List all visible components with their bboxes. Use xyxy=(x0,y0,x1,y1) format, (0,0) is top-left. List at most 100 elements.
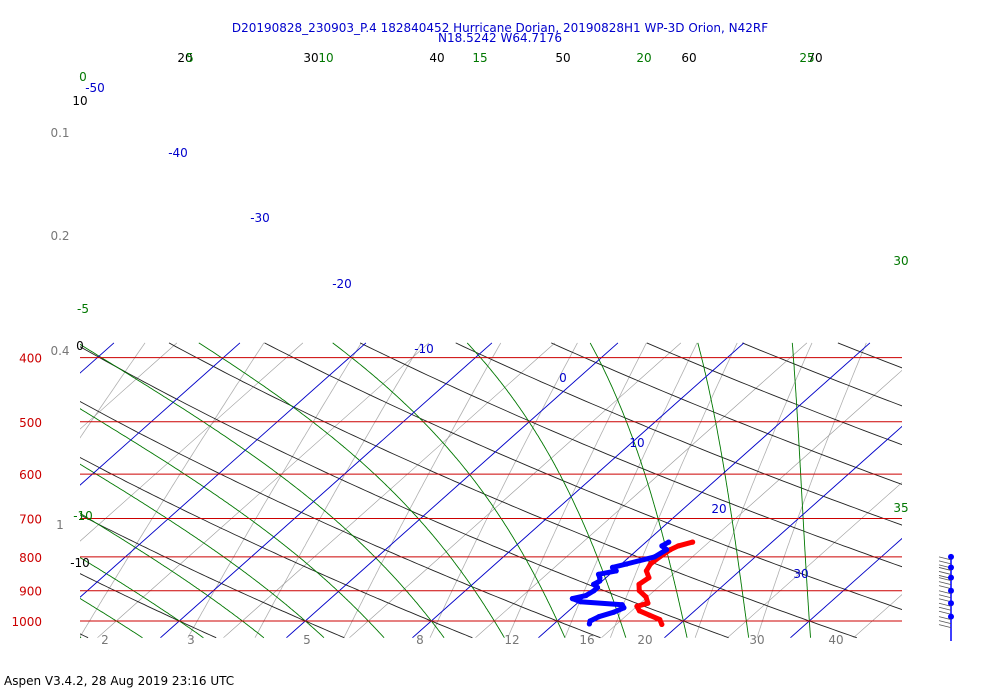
dry-adiabat xyxy=(80,457,473,639)
mixing-ratio-label: 16 xyxy=(579,633,594,647)
data-point xyxy=(621,605,627,611)
moist-adiabat-label: -10 xyxy=(73,509,93,523)
isotherm-label: 30 xyxy=(793,567,808,581)
wind-barb-point xyxy=(948,553,954,560)
reference-line xyxy=(80,342,304,542)
reference-line xyxy=(80,342,178,430)
wind-barb-flag xyxy=(938,577,952,582)
moist-adiabat xyxy=(80,408,385,639)
isotherm-label: -10 xyxy=(414,342,434,356)
dry-adiabat xyxy=(80,633,89,639)
data-point xyxy=(613,568,619,574)
dry-adiabat xyxy=(80,346,729,639)
data-point xyxy=(675,543,681,549)
dry-adiabat xyxy=(742,342,902,407)
dry-adiabat xyxy=(934,343,1000,638)
reference-line xyxy=(980,343,1000,638)
mixing-ratio-label: 8 xyxy=(416,633,424,647)
wind-barb-flag xyxy=(938,610,952,615)
isotherm xyxy=(286,342,619,639)
moist-adiabat xyxy=(697,342,750,638)
data-point xyxy=(634,603,640,609)
moist-adiabat xyxy=(80,343,445,638)
mixing-ratio-label: 2 xyxy=(101,633,109,647)
wind-barb-flag xyxy=(938,567,952,571)
pressure-tick-label: 600 xyxy=(19,468,42,482)
moist-adiabat xyxy=(791,342,811,638)
dry-adiabat-label: -10 xyxy=(70,556,90,570)
moist-adiabat xyxy=(198,342,505,638)
wind-barb-flag xyxy=(938,594,952,599)
data-point xyxy=(636,588,642,594)
moist-adiabat xyxy=(332,342,566,638)
dry-adiabat xyxy=(551,342,902,485)
mixing-ratio-line xyxy=(80,342,146,439)
wind-barb-flag xyxy=(938,590,952,595)
mixing-ratio-line xyxy=(756,342,867,638)
chart-location: N18.5242 W64.7176 xyxy=(438,31,562,45)
series-line xyxy=(634,539,696,627)
data-point xyxy=(643,594,649,600)
reference-line xyxy=(349,342,682,638)
mixing-ratio-label: 0.1 xyxy=(50,126,69,140)
pressure-tick-label: 400 xyxy=(19,352,42,366)
data-point xyxy=(611,609,617,615)
mixing-ratio-label: 12 xyxy=(504,633,519,647)
dry-adiabat xyxy=(80,400,601,639)
mixing-ratio-label: 5 xyxy=(303,633,311,647)
dry-adiabat-label: 50 xyxy=(555,51,570,65)
wind-barb-point xyxy=(948,564,954,571)
pressure-tick-label: 1000 xyxy=(11,615,42,629)
data-point xyxy=(646,575,652,581)
mixing-ratio-label: 30 xyxy=(749,633,764,647)
moist-adiabat xyxy=(80,512,265,639)
isotherm xyxy=(80,342,367,598)
data-point xyxy=(690,539,696,545)
pressure-tick-label: 700 xyxy=(19,512,42,526)
grid-lines xyxy=(80,342,1000,639)
mixing-ratio-line xyxy=(429,342,578,638)
data-point xyxy=(646,612,653,618)
isotherm-label: -50 xyxy=(85,81,105,95)
dry-adiabat-label: 40 xyxy=(429,51,444,65)
isotherm xyxy=(80,342,241,486)
data-point xyxy=(667,547,674,553)
wind-barb-flag xyxy=(938,606,952,611)
profiles xyxy=(569,539,696,628)
wind-barb-flag xyxy=(938,581,952,586)
data-point xyxy=(623,561,630,567)
wind-barb-flag xyxy=(938,556,952,561)
pressure-tick-label: 800 xyxy=(19,551,42,565)
data-point xyxy=(666,539,672,545)
axis-labels: 4005006007008009001000-50-40-30-20-10010… xyxy=(11,51,908,647)
data-point xyxy=(596,614,602,620)
isotherm-label: 0 xyxy=(559,371,567,385)
wind-barb-point xyxy=(948,587,954,594)
isotherm-label: -30 xyxy=(250,211,270,225)
dry-adiabat xyxy=(646,342,902,446)
mixing-ratio-line xyxy=(80,342,265,638)
data-point xyxy=(597,578,603,584)
reference-line xyxy=(80,342,115,374)
mixing-ratio-label: 0.2 xyxy=(50,229,69,243)
pressure-tick-label: 500 xyxy=(19,416,42,430)
isotherm xyxy=(917,343,1000,638)
dry-adiabat-label: 0 xyxy=(76,339,84,353)
reference-line xyxy=(601,369,902,638)
isotherm xyxy=(790,537,902,639)
wind-barbs xyxy=(938,553,954,641)
wind-barb-point xyxy=(948,613,954,620)
moist-adiabat xyxy=(80,597,143,639)
wind-barb-flag xyxy=(938,616,952,621)
mixing-ratio-label: 40 xyxy=(828,633,843,647)
dry-adiabat xyxy=(359,342,902,568)
moist-adiabat-label: 25 xyxy=(799,51,814,65)
mixing-ratio-line xyxy=(694,342,813,638)
data-point xyxy=(586,621,593,627)
data-point xyxy=(659,621,665,628)
moist-adiabat xyxy=(589,342,688,638)
reference-line xyxy=(97,342,430,638)
data-point xyxy=(659,543,665,549)
reference-line xyxy=(917,343,1000,638)
